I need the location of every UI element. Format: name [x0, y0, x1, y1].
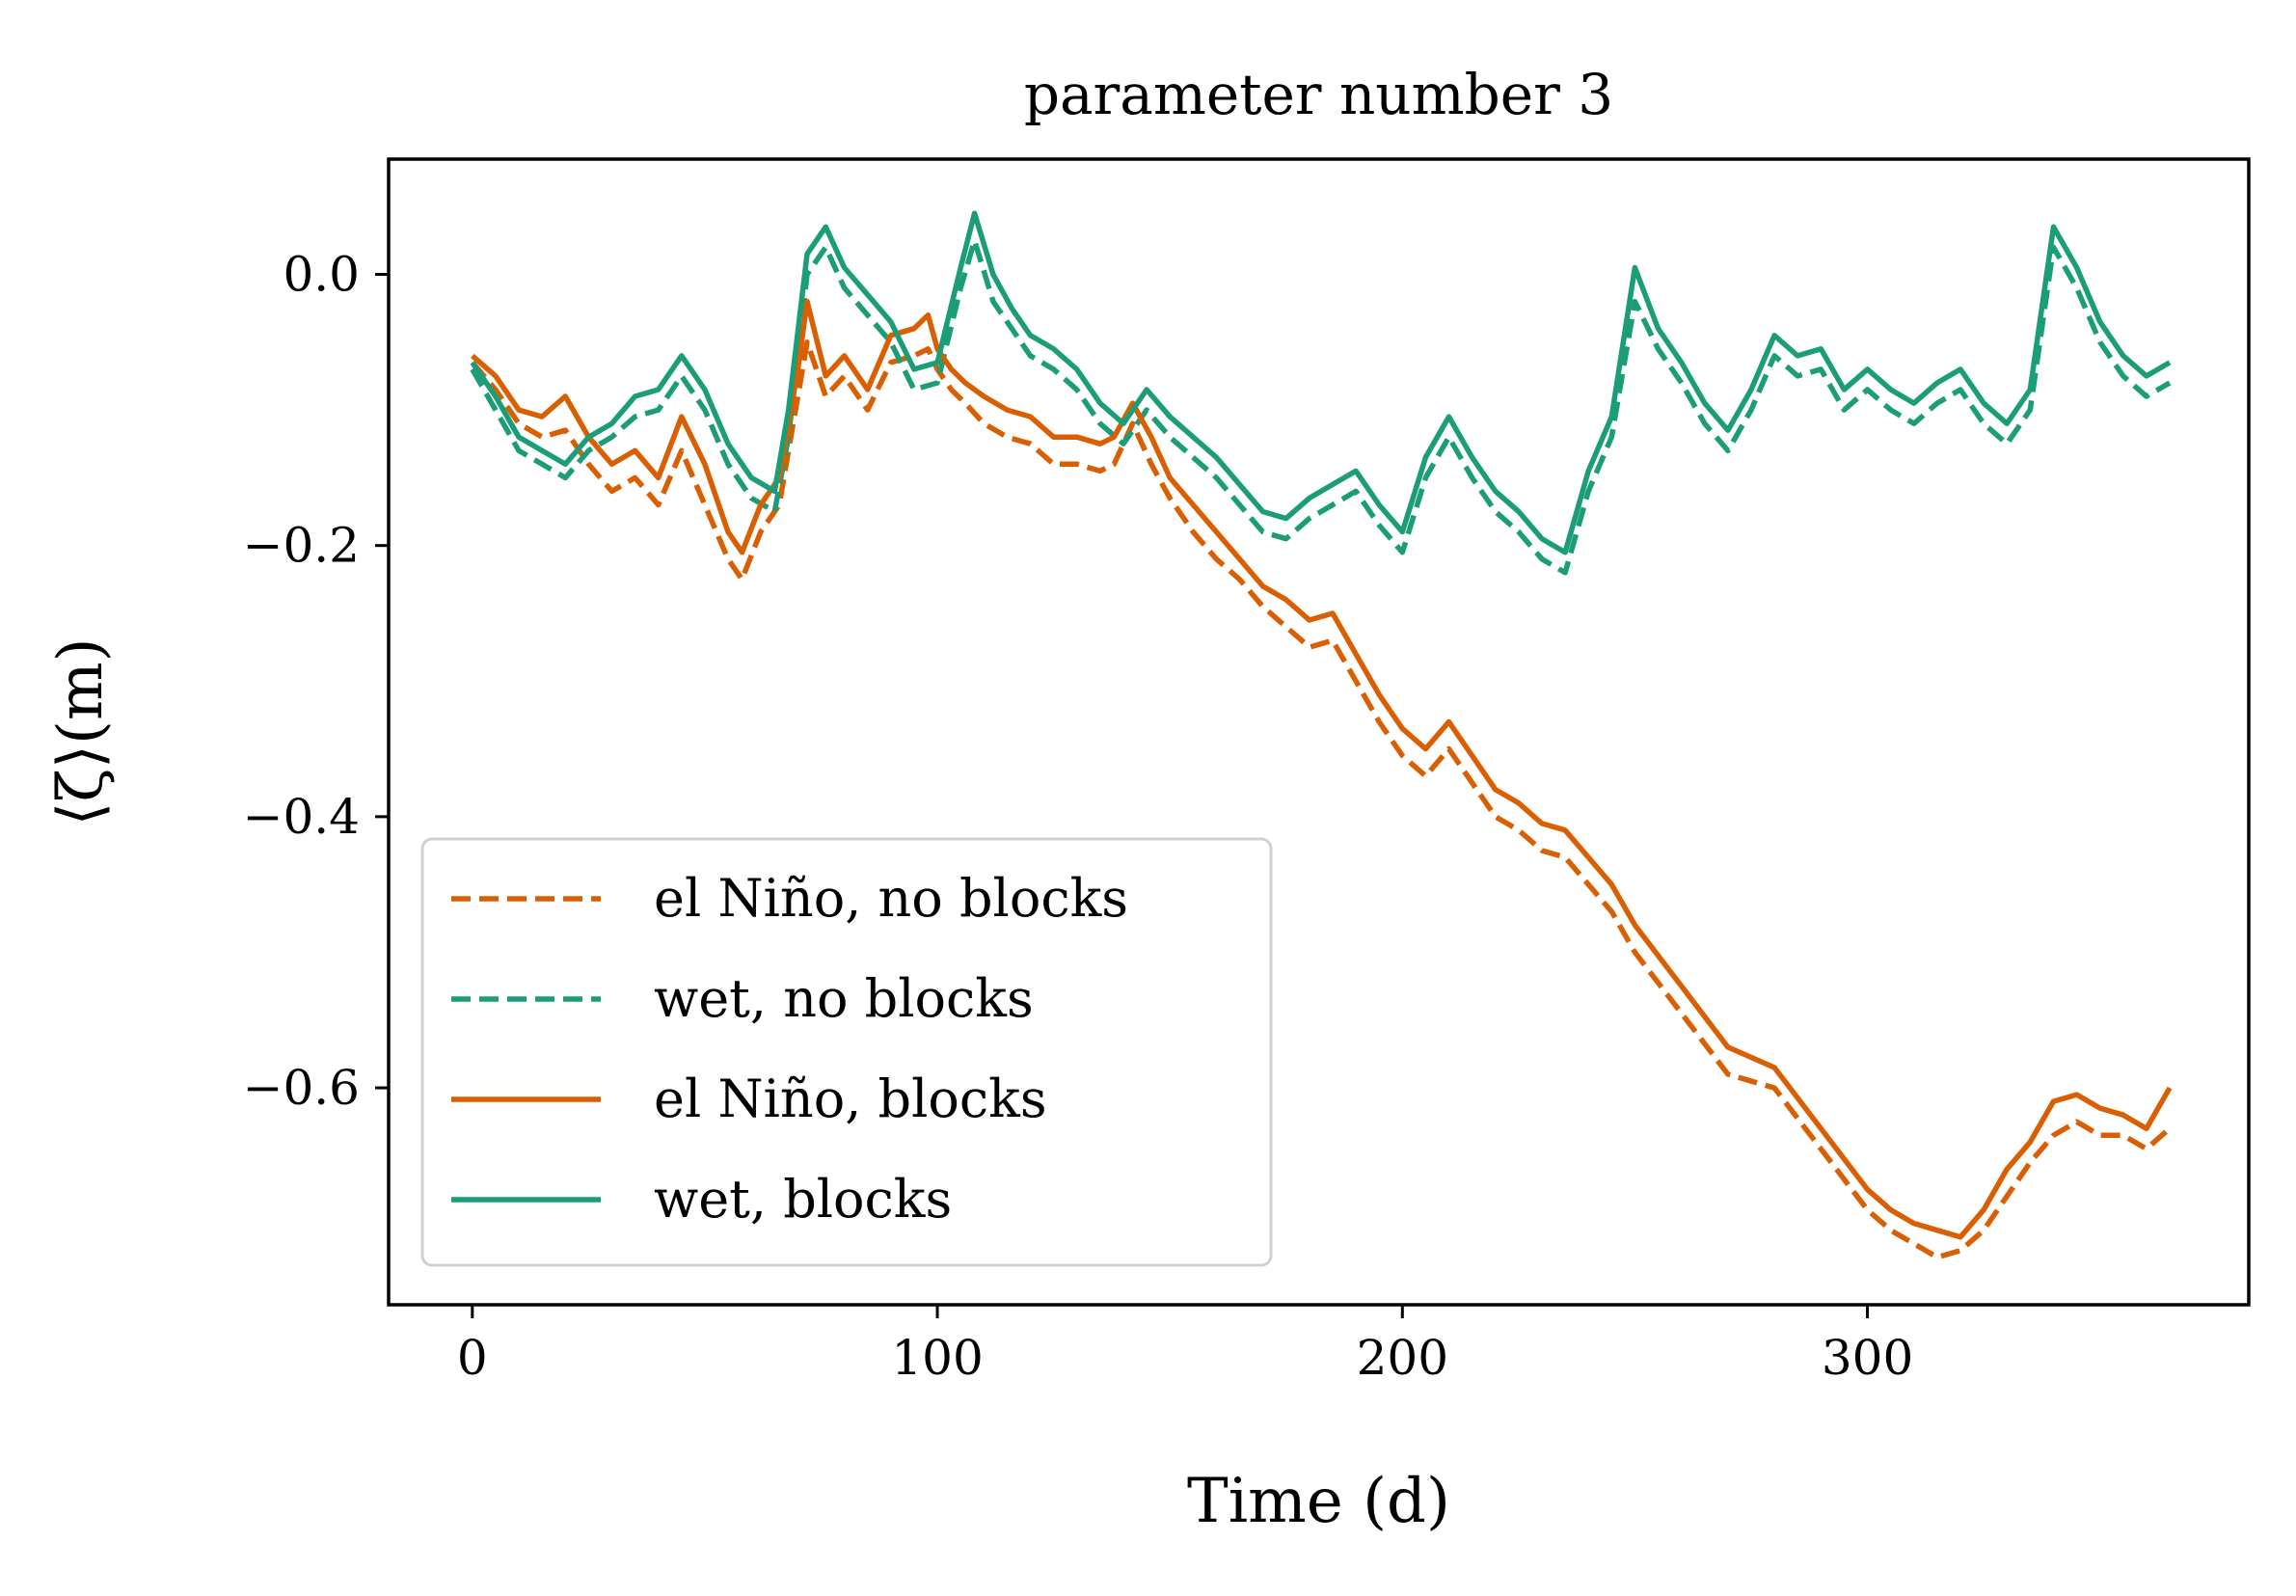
legend-label-2: wet, no blocks [654, 968, 1034, 1029]
y-axis-ticks: 0.0 −0.2 −0.4 −0.6 [243, 247, 389, 1116]
y-axis-label: ⟨ζ⟩(m) [45, 637, 117, 825]
y-tick-label: −0.4 [243, 789, 360, 845]
legend-label-4: wet, blocks [654, 1169, 952, 1230]
legend-label-1: el Niño, no blocks [654, 868, 1128, 929]
legend-label-3: el Niño, blocks [654, 1069, 1047, 1129]
x-tick-label: 0 [457, 1330, 488, 1386]
x-axis-ticks: 0 100 200 300 [457, 1305, 1913, 1386]
series-line-1 [470, 339, 2172, 1260]
chart-title: parameter number 3 [1024, 62, 1613, 127]
legend: el Niño, no blocks wet, no blocks el Niño,… [420, 837, 1273, 1267]
x-tick-label: 100 [891, 1330, 983, 1386]
legend-box [420, 837, 1273, 1267]
series-line-4 [470, 210, 2172, 555]
series-line-3 [470, 298, 2173, 1240]
y-tick-label: −0.2 [243, 518, 360, 574]
series-lines [470, 210, 2173, 1260]
x-tick-label: 200 [1357, 1330, 1448, 1386]
x-axis-label: Time (d) [1187, 1466, 1450, 1537]
y-tick-label: 0.0 [283, 247, 360, 303]
y-tick-label: −0.6 [243, 1060, 360, 1116]
plot-area [387, 157, 2251, 1307]
x-tick-label: 300 [1822, 1330, 1913, 1386]
axes-frame [387, 157, 2251, 1307]
